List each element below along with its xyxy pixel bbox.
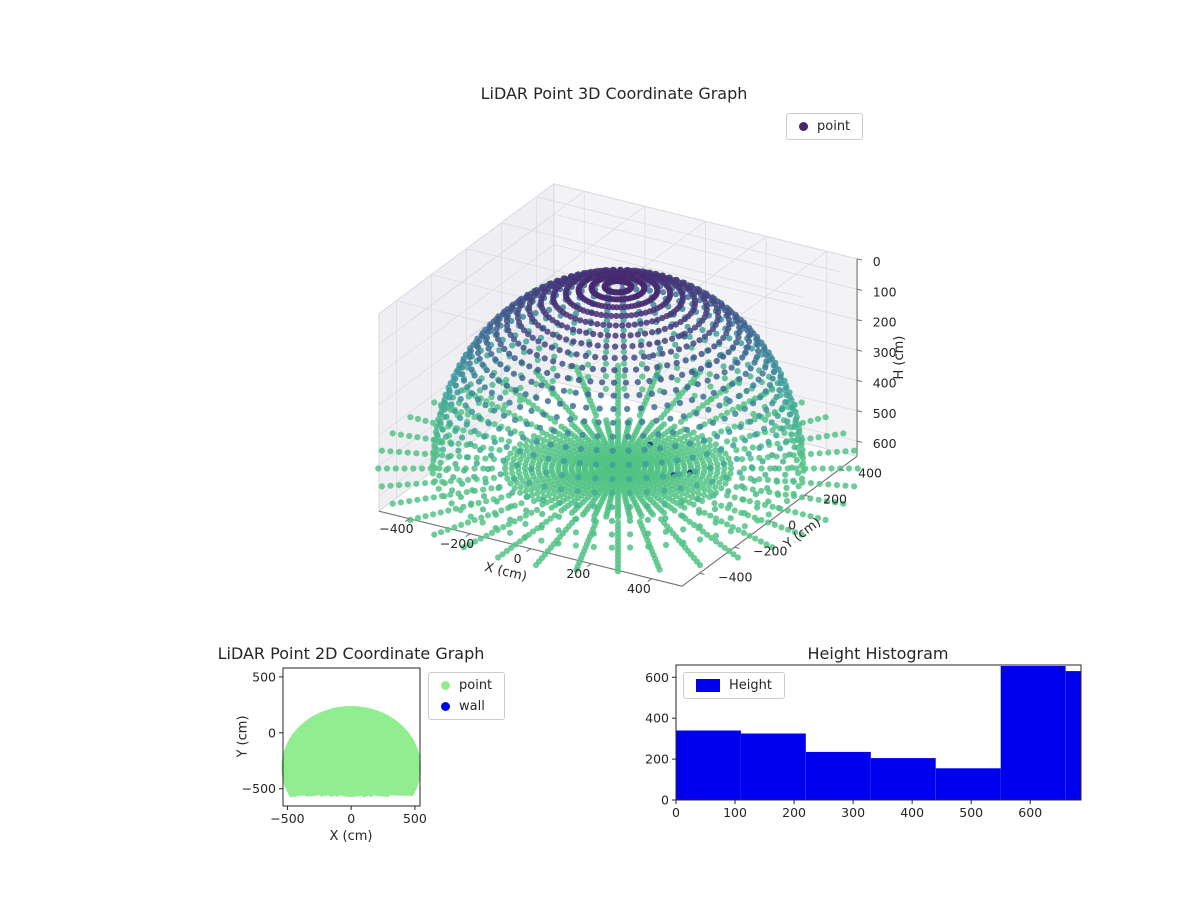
legend-height-label: Height <box>729 678 772 693</box>
svg-text:600: 600 <box>873 436 897 451</box>
histogram-title: Height Histogram <box>807 644 949 663</box>
chart3d-title: LiDAR Point 3D Coordinate Graph <box>480 84 748 103</box>
svg-text:Y (cm): Y (cm) <box>780 515 823 553</box>
legend-wall-label: wall <box>459 699 485 714</box>
svg-text:400: 400 <box>873 375 897 390</box>
point-region <box>281 705 422 798</box>
svg-text:0: 0 <box>788 518 796 533</box>
point-marker-icon <box>441 681 450 690</box>
svg-text:−200: −200 <box>440 536 474 551</box>
svg-text:400: 400 <box>645 711 669 726</box>
svg-text:−400: −400 <box>379 521 413 536</box>
legend-point-label: point <box>459 678 493 693</box>
svg-text:200: 200 <box>873 315 897 330</box>
svg-text:500: 500 <box>959 805 983 820</box>
point-cloud <box>375 266 861 575</box>
legend-item-point: point <box>799 119 850 134</box>
svg-text:−400: −400 <box>718 570 752 585</box>
chart2d-plot: −500 0 500 −500 0 500 <box>242 667 427 826</box>
point-marker-icon <box>799 122 808 131</box>
svg-text:500: 500 <box>873 406 897 421</box>
chart2d-title: LiDAR Point 2D Coordinate Graph <box>217 644 485 663</box>
legend-item-wall: wall <box>441 699 492 714</box>
svg-text:100: 100 <box>723 805 747 820</box>
svg-text:400: 400 <box>627 581 651 596</box>
histogram-bars <box>676 666 1081 800</box>
axes3d-ticks: −400−2000200400−400−20002004000100200300… <box>379 254 896 596</box>
legend-point-label: point <box>817 119 851 134</box>
chart2d-legend: point wall <box>428 672 506 720</box>
svg-text:400: 400 <box>900 805 924 820</box>
svg-text:300: 300 <box>873 345 897 360</box>
svg-text:−500: −500 <box>242 781 276 796</box>
wall-marker-icon <box>441 702 450 711</box>
svg-text:0: 0 <box>672 805 680 820</box>
chart3d-plot: −400−2000200400−400−20002004000100200300… <box>375 183 907 596</box>
histogram-legend: Height <box>683 672 785 699</box>
svg-text:200: 200 <box>566 566 590 581</box>
histogram-plot: 0 100 200 300 400 500 600 0 200 400 600 <box>645 664 1082 820</box>
svg-text:H (cm): H (cm) <box>892 336 907 380</box>
svg-text:200: 200 <box>782 805 806 820</box>
svg-text:0: 0 <box>873 254 881 269</box>
svg-text:600: 600 <box>1018 805 1042 820</box>
svg-text:200: 200 <box>823 492 847 507</box>
height-patch-icon <box>696 679 720 692</box>
svg-text:600: 600 <box>645 670 669 685</box>
chart2d-xlabel: X (cm) <box>329 829 373 844</box>
svg-text:100: 100 <box>873 284 897 299</box>
legend-item-point: point <box>441 678 492 693</box>
legend-item-height: Height <box>696 678 772 693</box>
svg-text:−500: −500 <box>270 811 304 826</box>
svg-text:500: 500 <box>403 811 427 826</box>
svg-text:500: 500 <box>252 669 276 684</box>
chart3d-legend: point <box>786 113 864 140</box>
svg-text:−200: −200 <box>753 544 787 559</box>
svg-text:0: 0 <box>661 793 669 808</box>
svg-text:400: 400 <box>858 466 882 481</box>
svg-text:0: 0 <box>514 551 522 566</box>
svg-text:300: 300 <box>841 805 865 820</box>
svg-text:0: 0 <box>268 725 276 740</box>
chart2d-ylabel: Y (cm) <box>235 715 251 758</box>
svg-text:0: 0 <box>347 811 355 826</box>
svg-text:200: 200 <box>645 752 669 767</box>
